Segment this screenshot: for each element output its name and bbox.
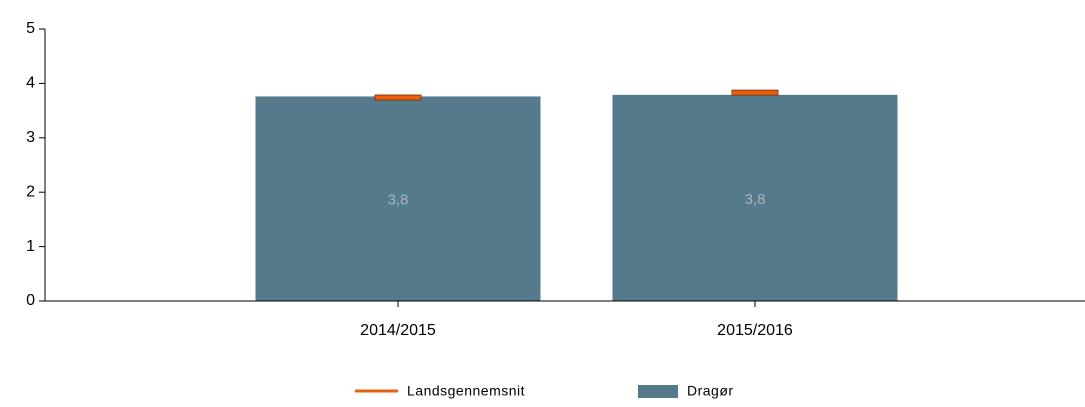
average-marker <box>374 94 422 101</box>
value-label: 3,8 <box>388 192 409 209</box>
average-marker <box>731 89 779 96</box>
y-tick-label: 4 <box>26 75 35 92</box>
y-tick-label: 3 <box>26 129 35 146</box>
x-tick-label: 2015/2016 <box>717 322 793 339</box>
y-tick-label: 1 <box>26 238 35 255</box>
value-label: 3,8 <box>745 191 766 208</box>
y-tick-label: 2 <box>26 183 35 200</box>
legend-label: Dragør <box>687 383 734 399</box>
y-tick-label: 5 <box>26 20 35 37</box>
bar <box>255 96 541 302</box>
y-tick-label: 0 <box>26 292 35 309</box>
x-tick-label: 2014/2015 <box>360 322 436 339</box>
legend-label: Landsgennemsnit <box>407 383 525 399</box>
bar <box>612 94 898 301</box>
legend-swatch <box>638 385 678 398</box>
